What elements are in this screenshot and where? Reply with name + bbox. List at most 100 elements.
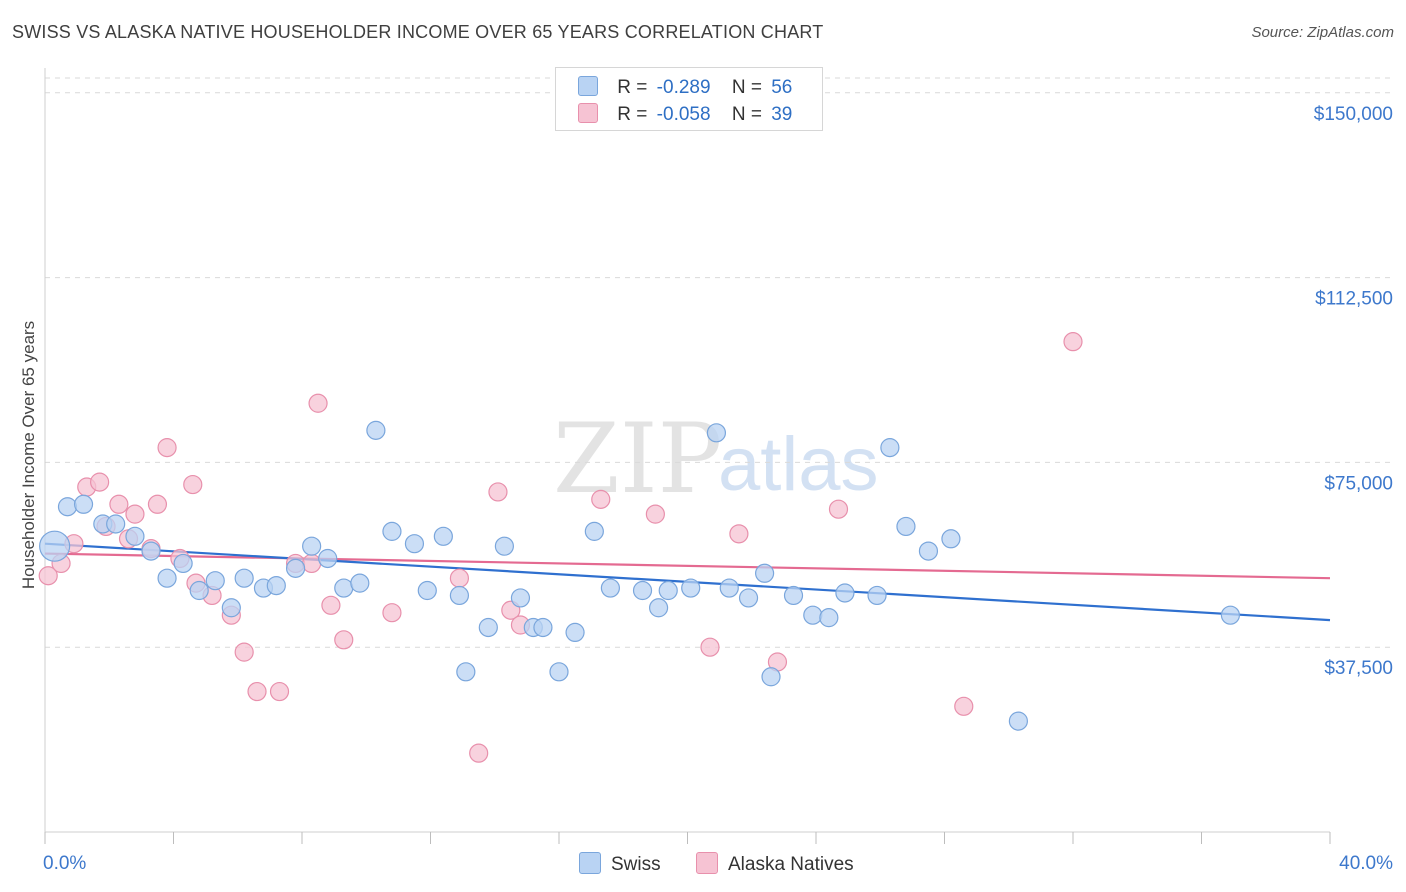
- alaska-r-label: R =: [617, 104, 648, 125]
- alaska-n-label: N =: [731, 104, 762, 125]
- swiss-n-label: N =: [731, 77, 762, 98]
- swiss-legend-label: Swiss: [611, 854, 661, 875]
- swiss-point: [382, 521, 402, 541]
- swiss-point: [449, 585, 470, 606]
- alaska-point: [234, 642, 254, 662]
- x-tick-label: 0.0%: [43, 853, 86, 874]
- alaska-point: [308, 393, 328, 413]
- swiss-point: [706, 423, 727, 443]
- alaska-point: [828, 499, 849, 519]
- swiss-point: [302, 536, 322, 556]
- alaska-point: [38, 566, 58, 586]
- legend-row-swiss: R = -0.289 N = 56: [578, 76, 792, 99]
- swiss-point: [417, 580, 437, 601]
- swiss-point: [189, 580, 209, 601]
- correlation-legend: R = -0.289 N = 56 R = -0.058 N = 39: [555, 67, 823, 131]
- swiss-point: [366, 420, 386, 440]
- y-tick-label: $150,000: [1314, 104, 1393, 125]
- swiss-point: [600, 578, 621, 598]
- swiss-point: [584, 521, 604, 541]
- swiss-point: [39, 530, 71, 562]
- swiss-point: [404, 534, 425, 554]
- alaska-point: [729, 524, 749, 544]
- y-tick-label: $112,500: [1315, 289, 1393, 310]
- swiss-point: [334, 578, 354, 598]
- swiss-point: [738, 588, 759, 608]
- alaska-point: [700, 637, 720, 657]
- watermark: ZIP atlas: [553, 403, 879, 515]
- alaska-point: [125, 504, 145, 524]
- series-legend: Swiss Alaska Natives: [0, 852, 1406, 876]
- y-tick-label: $75,000: [1324, 473, 1393, 494]
- y-tick-label: $37,500: [1324, 658, 1393, 679]
- alaska-point: [269, 681, 290, 702]
- alaska-point: [157, 438, 177, 458]
- swiss-point: [681, 578, 701, 598]
- swiss-r-value: -0.289: [656, 77, 711, 98]
- swiss-point: [494, 536, 514, 556]
- alaska-point: [147, 494, 168, 514]
- swiss-point: [433, 526, 453, 546]
- swiss-r-label: R =: [617, 77, 648, 98]
- watermark-atlas: atlas: [718, 422, 879, 507]
- alaska-point: [334, 630, 354, 650]
- swiss-point: [173, 553, 193, 574]
- swiss-point: [141, 541, 161, 561]
- swiss-point: [896, 516, 916, 537]
- swiss-point: [880, 438, 900, 458]
- swiss-point: [73, 494, 94, 514]
- alaska-point: [302, 553, 322, 574]
- swiss-point: [533, 617, 553, 638]
- swiss-point: [106, 514, 126, 534]
- alaska-point: [382, 603, 402, 623]
- swiss-point: [157, 568, 177, 588]
- swiss-point: [125, 526, 145, 546]
- swiss-point: [658, 580, 678, 601]
- swiss-n-value: 56: [771, 77, 793, 98]
- swiss-point: [648, 598, 669, 618]
- swiss-point: [783, 585, 804, 606]
- alaska-point: [954, 696, 974, 716]
- alaska-trend-line: [44, 552, 1331, 580]
- alaska-point: [90, 472, 110, 492]
- swiss-point: [456, 662, 476, 682]
- watermark-zip: ZIP: [553, 403, 722, 515]
- swiss-legend-swatch: [579, 852, 601, 874]
- grid-lines: [45, 77, 1395, 648]
- swiss-point: [835, 583, 855, 603]
- alaska-natives-points: [38, 332, 1083, 763]
- swiss-point: [285, 558, 306, 578]
- swiss-point: [941, 529, 961, 549]
- alaska-point: [183, 474, 203, 495]
- alaska-point: [488, 482, 508, 502]
- alaska-legend-swatch: [696, 852, 718, 874]
- swiss-point: [221, 598, 241, 618]
- alaska-point: [591, 489, 611, 509]
- alaska-point: [469, 743, 489, 763]
- swiss-point: [754, 563, 775, 583]
- legend-item-swiss: Swiss: [579, 852, 661, 876]
- swiss-point: [234, 568, 254, 588]
- swiss-point: [1220, 605, 1241, 625]
- chart-title: SWISS VS ALASKA NATIVE HOUSEHOLDER INCOM…: [12, 22, 824, 42]
- swiss-point: [478, 617, 498, 638]
- alaska-point: [449, 568, 470, 588]
- alaska-r-value: -0.058: [656, 104, 711, 125]
- axis-labels: $37,500 $75,000 $112,500 $150,000 0.0% 40.0% H…: [19, 104, 1393, 874]
- swiss-point: [350, 573, 370, 593]
- y-axis-label: Householder Income Over 65 years: [19, 321, 38, 589]
- x-tick-label: 40.0%: [1339, 853, 1393, 874]
- axes: [44, 68, 1331, 844]
- alaska-point: [645, 504, 665, 524]
- alaska-n-value: 39: [771, 104, 793, 125]
- legend-row-alaska: R = -0.058 N = 39: [578, 103, 792, 126]
- swiss-points: [39, 420, 1241, 731]
- swiss-swatch: [578, 76, 598, 96]
- alaska-point: [247, 681, 267, 702]
- swiss-point: [565, 622, 585, 643]
- swiss-point: [918, 541, 939, 561]
- swiss-point: [510, 588, 531, 608]
- source-label: Source: ZipAtlas.com: [1251, 24, 1394, 41]
- swiss-point: [803, 605, 823, 625]
